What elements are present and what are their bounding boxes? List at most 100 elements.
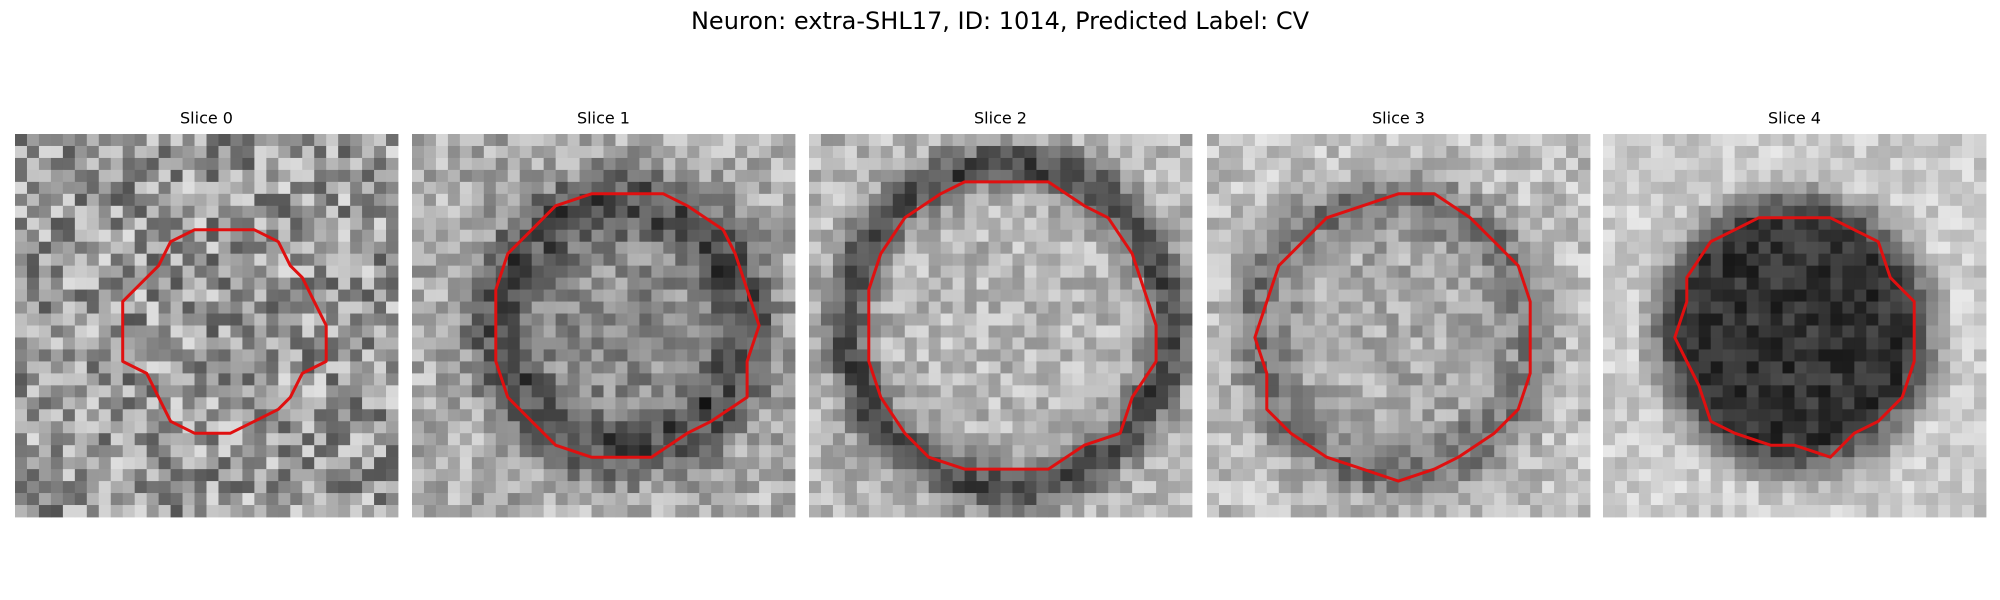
pixel bbox=[735, 349, 748, 362]
pixel bbox=[1518, 205, 1531, 219]
pixel bbox=[1012, 313, 1025, 326]
pixel bbox=[771, 373, 784, 386]
pixel bbox=[1626, 169, 1640, 183]
pixel bbox=[1230, 457, 1244, 470]
pixel bbox=[519, 337, 533, 350]
pixel bbox=[1542, 277, 1555, 290]
pixel bbox=[1446, 169, 1459, 183]
pixel bbox=[507, 481, 521, 494]
pixel bbox=[783, 181, 796, 195]
pixel bbox=[1902, 253, 1915, 267]
pixel bbox=[74, 265, 88, 279]
pixel bbox=[832, 193, 846, 207]
pixel bbox=[1434, 289, 1447, 302]
pixel bbox=[1722, 265, 1736, 279]
pixel bbox=[38, 205, 52, 219]
pixel bbox=[278, 385, 291, 398]
pixel bbox=[459, 421, 473, 434]
pixel bbox=[1698, 277, 1712, 290]
pixel bbox=[1914, 145, 1927, 159]
pixel bbox=[1266, 469, 1280, 482]
pixel bbox=[1830, 337, 1843, 350]
pixel bbox=[1818, 134, 1831, 147]
pixel bbox=[206, 241, 219, 255]
pixel bbox=[134, 397, 148, 410]
pixel bbox=[1446, 241, 1459, 255]
pixel bbox=[1108, 325, 1121, 338]
pixel bbox=[579, 349, 592, 362]
pixel bbox=[1626, 205, 1640, 219]
pixel bbox=[1974, 433, 1987, 446]
pixel bbox=[735, 289, 748, 302]
pixel bbox=[567, 169, 580, 183]
pixel bbox=[1096, 145, 1109, 159]
pixel bbox=[98, 469, 112, 482]
pixel bbox=[314, 157, 327, 171]
pixel bbox=[1482, 181, 1495, 195]
pixel bbox=[1662, 157, 1676, 171]
pixel bbox=[1686, 349, 1700, 362]
pixel bbox=[1242, 217, 1256, 231]
pixel bbox=[1410, 193, 1423, 207]
pixel bbox=[1542, 301, 1555, 314]
pixel bbox=[1362, 229, 1375, 243]
pixel bbox=[326, 289, 339, 302]
pixel bbox=[1962, 289, 1975, 302]
pixel bbox=[254, 193, 267, 207]
pixel bbox=[74, 229, 88, 243]
pixel bbox=[1024, 385, 1037, 398]
pixel bbox=[1290, 505, 1304, 518]
pixel bbox=[1072, 301, 1085, 314]
pixel bbox=[350, 217, 363, 231]
pixel bbox=[182, 181, 195, 195]
pixel bbox=[110, 181, 124, 195]
pixel bbox=[1566, 169, 1579, 183]
pixel bbox=[555, 409, 568, 422]
pixel bbox=[1180, 313, 1193, 326]
pixel bbox=[1603, 445, 1616, 458]
pixel bbox=[1302, 181, 1316, 195]
pixel bbox=[1506, 445, 1519, 458]
pixel bbox=[170, 301, 183, 314]
pixel bbox=[170, 253, 183, 267]
pixel bbox=[1782, 349, 1795, 362]
pixel bbox=[374, 325, 387, 338]
pixel bbox=[1422, 301, 1435, 314]
pixel bbox=[1000, 349, 1013, 362]
pixel bbox=[62, 373, 76, 386]
pixel bbox=[759, 205, 772, 219]
pixel bbox=[158, 169, 171, 183]
pixel bbox=[880, 205, 894, 219]
pixel bbox=[302, 349, 315, 362]
pixel bbox=[338, 169, 351, 183]
pixel bbox=[242, 397, 255, 410]
pixel bbox=[687, 241, 700, 255]
pixel bbox=[1048, 361, 1061, 374]
pixel bbox=[1626, 289, 1640, 302]
pixel bbox=[627, 349, 640, 362]
pixel bbox=[218, 481, 231, 494]
pixel bbox=[26, 337, 40, 350]
pixel bbox=[555, 301, 568, 314]
pixel bbox=[350, 325, 363, 338]
pixel bbox=[976, 337, 989, 350]
pixel bbox=[1566, 385, 1579, 398]
pixel bbox=[266, 337, 279, 350]
pixel bbox=[964, 289, 977, 302]
pixel bbox=[1842, 134, 1855, 147]
pixel bbox=[1830, 145, 1843, 159]
pixel bbox=[1218, 289, 1232, 302]
pixel bbox=[1518, 253, 1531, 267]
pixel bbox=[1048, 289, 1061, 302]
pixel bbox=[459, 241, 473, 255]
pixel bbox=[1974, 421, 1987, 434]
pixel bbox=[1266, 157, 1280, 171]
pixel bbox=[1290, 385, 1304, 398]
pixel bbox=[543, 505, 557, 518]
pixel bbox=[1938, 433, 1951, 446]
pixel bbox=[928, 409, 942, 422]
pixel bbox=[254, 469, 267, 482]
pixel bbox=[1096, 217, 1109, 231]
pixel bbox=[1830, 181, 1843, 195]
pixel bbox=[302, 301, 315, 314]
